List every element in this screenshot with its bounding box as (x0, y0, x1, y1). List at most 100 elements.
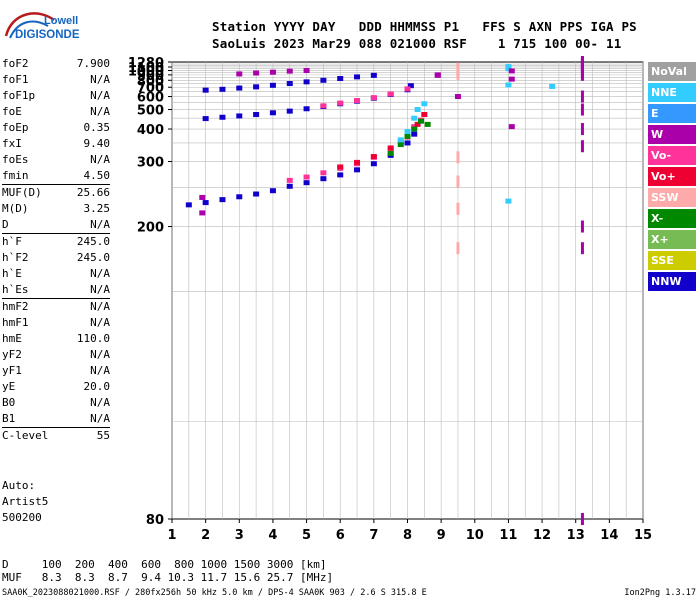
legend-item-x: X- (648, 209, 696, 228)
echo-point (417, 118, 424, 124)
echo-point (411, 126, 418, 132)
echo-point (387, 150, 394, 156)
param-name: yE (2, 380, 16, 393)
echo-point (202, 87, 209, 93)
param-yf1: yF1 N/A (2, 363, 110, 379)
auto-scaling-info: Auto: Artist5 500200 (2, 478, 48, 526)
echo-point (320, 77, 327, 83)
echo-point (286, 81, 293, 87)
trace-series (456, 62, 460, 255)
muf-table: D 100 200 400 600 800 1000 1500 3000 [km… (2, 558, 333, 584)
station-header: Station YYYY DAY DDD HHMMSS P1 FFS S AXN… (212, 18, 637, 52)
param-separator (2, 233, 110, 234)
echo-point (320, 103, 327, 109)
echo-point (286, 108, 293, 114)
y-tick-label: 600 (137, 91, 164, 106)
param-name: foEs (2, 153, 29, 166)
param-h-es: h`Es N/A (2, 282, 110, 298)
y-tick-label: 1100 (128, 61, 164, 76)
echo-point (303, 174, 310, 180)
echo-point (411, 131, 418, 137)
echo-point (454, 94, 461, 100)
param-yf2: yF2 N/A (2, 347, 110, 363)
param-name: yF1 (2, 364, 22, 377)
echo-point (354, 167, 361, 173)
muf-value-row: MUF 8.3 8.3 8.7 9.4 10.3 11.7 15.6 25.7 … (2, 571, 334, 584)
param-name: h`Es (2, 283, 29, 296)
param-name: h`F2 (2, 251, 29, 264)
echo-point (505, 66, 512, 72)
param-fof2: foF2 7.900 (2, 56, 110, 72)
echo-point (508, 76, 515, 82)
echo-point (219, 197, 226, 203)
param-fof1p: foF1p N/A (2, 88, 110, 104)
header-labels: Station YYYY DAY DDD HHMMSS P1 FFS S AXN… (212, 19, 637, 34)
echo-point (354, 74, 361, 80)
param-name: foEp (2, 121, 29, 134)
echo-point (549, 83, 556, 89)
param-hmf1: hmF1 N/A (2, 315, 110, 331)
trace-series (320, 86, 411, 109)
param-name: yF2 (2, 348, 22, 361)
param-name: MUF(D) (2, 186, 42, 199)
polarization-legend: NoVal NNE E W Vo- Vo+ SSW X- X+ SSE NNW (648, 62, 696, 293)
param-separator (2, 184, 110, 185)
param-name: hmF1 (2, 316, 29, 329)
x-tick-label: 7 (369, 528, 378, 543)
param-name: h`F (2, 235, 22, 248)
param-name: hmE (2, 332, 22, 345)
param-name: foE (2, 105, 22, 118)
legend-item-e: E (648, 104, 696, 123)
param-name: foF2 (2, 57, 29, 70)
echo-point (354, 159, 361, 165)
param-value: N/A (90, 267, 110, 280)
y-tick-label: 900 (137, 69, 164, 84)
param-value: 3.25 (83, 202, 111, 215)
auto-version: 500200 (2, 511, 42, 524)
echo-point (269, 110, 276, 116)
echo-mark (456, 242, 460, 255)
param-name: fxI (2, 137, 22, 150)
echo-point (407, 83, 414, 89)
echo-point (320, 170, 327, 176)
echo-traces (185, 56, 584, 525)
echo-point (370, 161, 377, 167)
param-value: 0.35 (83, 121, 111, 134)
y-tick-label: 1000 (128, 65, 164, 80)
x-tick-label: 15 (634, 528, 652, 543)
auto-software: Artist5 (2, 495, 49, 508)
x-tick-label: 9 (437, 528, 446, 543)
param-name: B1 (2, 412, 16, 425)
echo-mark (580, 242, 584, 255)
echo-point (505, 198, 512, 204)
echo-point (199, 194, 206, 200)
echo-mark (580, 220, 584, 233)
param-h-f: h`F 245.0 (2, 234, 110, 250)
param-name: hmF2 (2, 300, 29, 313)
y-tick-label: 200 (137, 221, 164, 236)
param-m-d: M(D) 3.25 (2, 201, 110, 217)
param-foe: foE N/A (2, 104, 110, 120)
param-value: 7.900 (76, 57, 110, 70)
param-value: N/A (90, 300, 110, 313)
param-value: 20.0 (83, 380, 111, 393)
y-tick-label: 800 (137, 74, 164, 89)
param-value: N/A (90, 316, 110, 329)
echo-point (404, 140, 411, 146)
legend-item-noval: NoVal (648, 62, 696, 81)
param-value: N/A (90, 218, 110, 231)
y-tick-label: 400 (137, 123, 164, 138)
param-h-e: h`E N/A (2, 266, 110, 282)
param-value: 245.0 (76, 235, 110, 248)
x-tick-label: 2 (201, 528, 210, 543)
echo-point (320, 176, 327, 182)
plot-axes: 1 2 3 4 5 6 7 8 9 10 11 12 13 14 158020030040050060070… (128, 56, 652, 543)
echo-point (337, 76, 344, 82)
param-muf-d: MUF(D) 25.66 (2, 185, 110, 201)
param-name: foF1p (2, 89, 36, 102)
echo-point (387, 91, 394, 97)
y-tick-label: 700 (137, 81, 164, 96)
echo-point (337, 100, 344, 106)
param-h-f2: h`F2 245.0 (2, 250, 110, 266)
echo-point (505, 82, 512, 88)
